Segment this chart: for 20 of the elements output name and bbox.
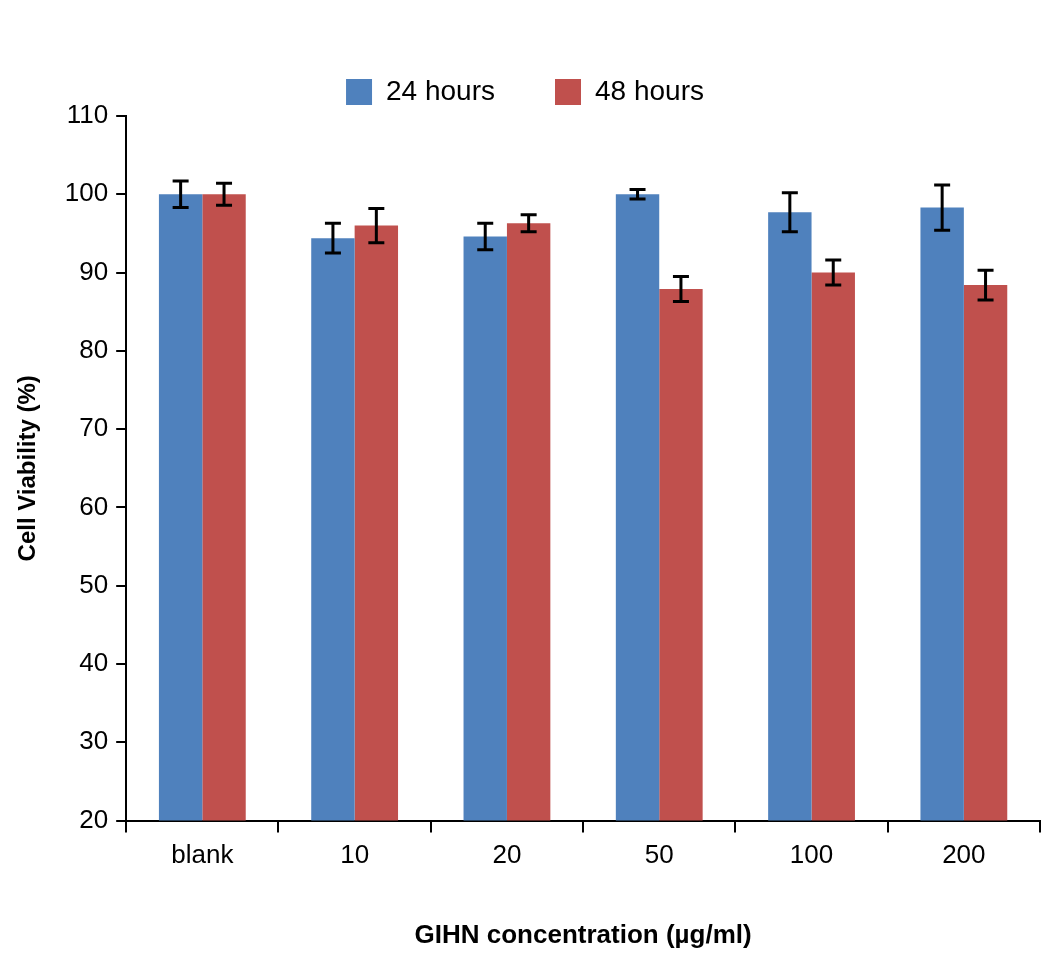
legend-label: 48 hours <box>595 74 704 106</box>
y-tick-label: 30 <box>79 725 109 756</box>
y-tick-label: 20 <box>79 803 109 834</box>
y-tick-label: 110 <box>66 99 109 130</box>
y-tick-label: 80 <box>79 334 109 365</box>
y-tick-label: 90 <box>79 255 109 286</box>
y-tick-label: 50 <box>79 568 109 599</box>
y-tick-label: 60 <box>79 490 109 521</box>
legend-label: 24 hours <box>386 74 495 106</box>
y-tick-label: 70 <box>79 412 109 443</box>
x-tick-label: 50 <box>644 839 674 870</box>
y-tick-label: 40 <box>79 647 109 678</box>
y-tick-label: 100 <box>64 177 109 208</box>
x-tick-label: 10 <box>340 839 370 870</box>
x-tick-label: 200 <box>942 839 986 870</box>
x-axis-title: GIHN concentration (µg/ml) <box>414 918 752 949</box>
x-tick-label: 100 <box>789 839 834 870</box>
y-axis-title: Cell Viability (%) <box>13 375 41 562</box>
x-tick-label: blank <box>171 839 235 870</box>
x-tick-label: 20 <box>492 839 522 870</box>
